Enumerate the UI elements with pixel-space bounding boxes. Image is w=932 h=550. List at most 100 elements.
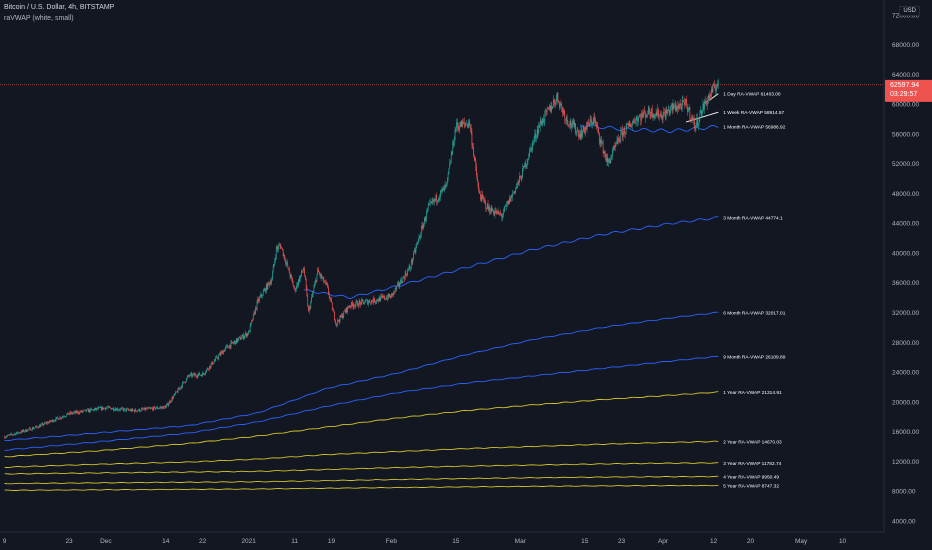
candle-body — [476, 175, 478, 183]
bar-countdown: 03:29:57 — [890, 91, 917, 98]
time-tick-label: 11 — [291, 538, 298, 545]
candle-body — [174, 393, 176, 395]
candle-body — [303, 268, 305, 271]
candle-body — [290, 275, 292, 278]
candle-body — [712, 85, 714, 93]
candle-body — [574, 123, 576, 128]
candle-body — [365, 300, 367, 301]
candle-body — [203, 372, 204, 374]
candle-body — [107, 407, 108, 409]
candle-body — [115, 409, 117, 411]
candle-body — [473, 147, 474, 156]
candle-body — [647, 114, 649, 116]
candle-body — [380, 296, 381, 302]
candle-body — [664, 112, 666, 119]
indicator-title[interactable]: raVWAP (white, small) — [4, 15, 74, 22]
candle-body — [562, 107, 563, 113]
candle-body — [206, 369, 207, 373]
candle-body — [17, 431, 18, 434]
candle-body — [330, 298, 332, 300]
candle-body — [196, 375, 197, 377]
candle-body — [513, 192, 514, 194]
candle-body — [122, 407, 124, 409]
candle-body — [463, 121, 464, 124]
candle-body — [408, 266, 410, 270]
candle-body — [127, 408, 128, 410]
candle-body — [625, 126, 627, 134]
candle-body — [4, 436, 5, 439]
candle-body — [140, 410, 141, 412]
candle-body — [524, 162, 526, 168]
candle-body — [525, 162, 526, 168]
candle-body — [653, 115, 655, 118]
candle-body — [325, 281, 327, 284]
candle-body — [195, 374, 197, 376]
candle-body — [397, 282, 399, 284]
candle-body — [506, 203, 508, 205]
candle-body — [509, 197, 510, 204]
candle-body — [71, 412, 72, 414]
candle-body — [559, 103, 561, 108]
candle-body — [231, 341, 233, 343]
candle-body — [198, 372, 200, 375]
candle-body — [278, 245, 279, 250]
candle-body — [292, 281, 294, 287]
candle-body — [254, 312, 256, 314]
candle-body — [669, 110, 671, 114]
candle-body — [455, 128, 457, 131]
candle-body — [587, 121, 589, 126]
candle-body — [702, 103, 704, 112]
candle-body — [603, 151, 605, 154]
candle-body — [448, 168, 450, 174]
candle-body — [232, 342, 234, 344]
candle-body — [202, 372, 203, 377]
candle-body — [460, 121, 461, 128]
candle-body — [319, 273, 321, 277]
candle-body — [38, 427, 39, 429]
candle-body — [713, 84, 714, 86]
candle-body — [700, 109, 701, 114]
candle-body — [469, 120, 470, 126]
candle-body — [539, 125, 540, 128]
candle-body — [28, 429, 29, 430]
candle-body — [184, 382, 186, 383]
candle-body — [635, 122, 636, 124]
candle-body — [570, 120, 572, 126]
candle-body — [519, 176, 520, 183]
candle-body — [238, 337, 239, 340]
candle-body — [599, 140, 601, 144]
candle-body — [557, 92, 559, 101]
candle-body — [70, 412, 71, 414]
candle-body — [636, 118, 638, 119]
candle-body — [212, 361, 213, 365]
candle-body — [55, 417, 57, 421]
symbol-title[interactable]: Bitcoin / U.S. Dollar, 4h, BITSTAMP — [4, 4, 115, 11]
candle-body — [585, 127, 586, 133]
candle-body — [152, 408, 154, 411]
candle-body — [251, 320, 253, 323]
candle-body — [383, 295, 385, 298]
price-tick-label: 56000.00 — [892, 131, 919, 138]
candle-body — [494, 211, 496, 215]
candle-body — [698, 119, 700, 124]
candle-body — [405, 272, 407, 275]
candle-body — [641, 113, 642, 121]
candle-body — [461, 121, 463, 127]
candle-body — [456, 122, 458, 127]
candle-body — [90, 408, 92, 410]
candle-body — [176, 391, 178, 393]
price-tick-label: 24000.00 — [892, 370, 919, 377]
candle-body — [604, 151, 606, 154]
candle-body — [389, 295, 391, 297]
candle-body — [66, 414, 68, 417]
candle-body — [685, 99, 687, 101]
candle-body — [675, 104, 677, 111]
candle-body — [543, 121, 545, 123]
candle-body — [44, 422, 46, 424]
candle-body — [301, 270, 303, 272]
candle-body — [321, 274, 322, 279]
currency-button[interactable]: USD — [899, 6, 920, 16]
candle-body — [145, 408, 147, 411]
candle-body — [325, 281, 326, 283]
